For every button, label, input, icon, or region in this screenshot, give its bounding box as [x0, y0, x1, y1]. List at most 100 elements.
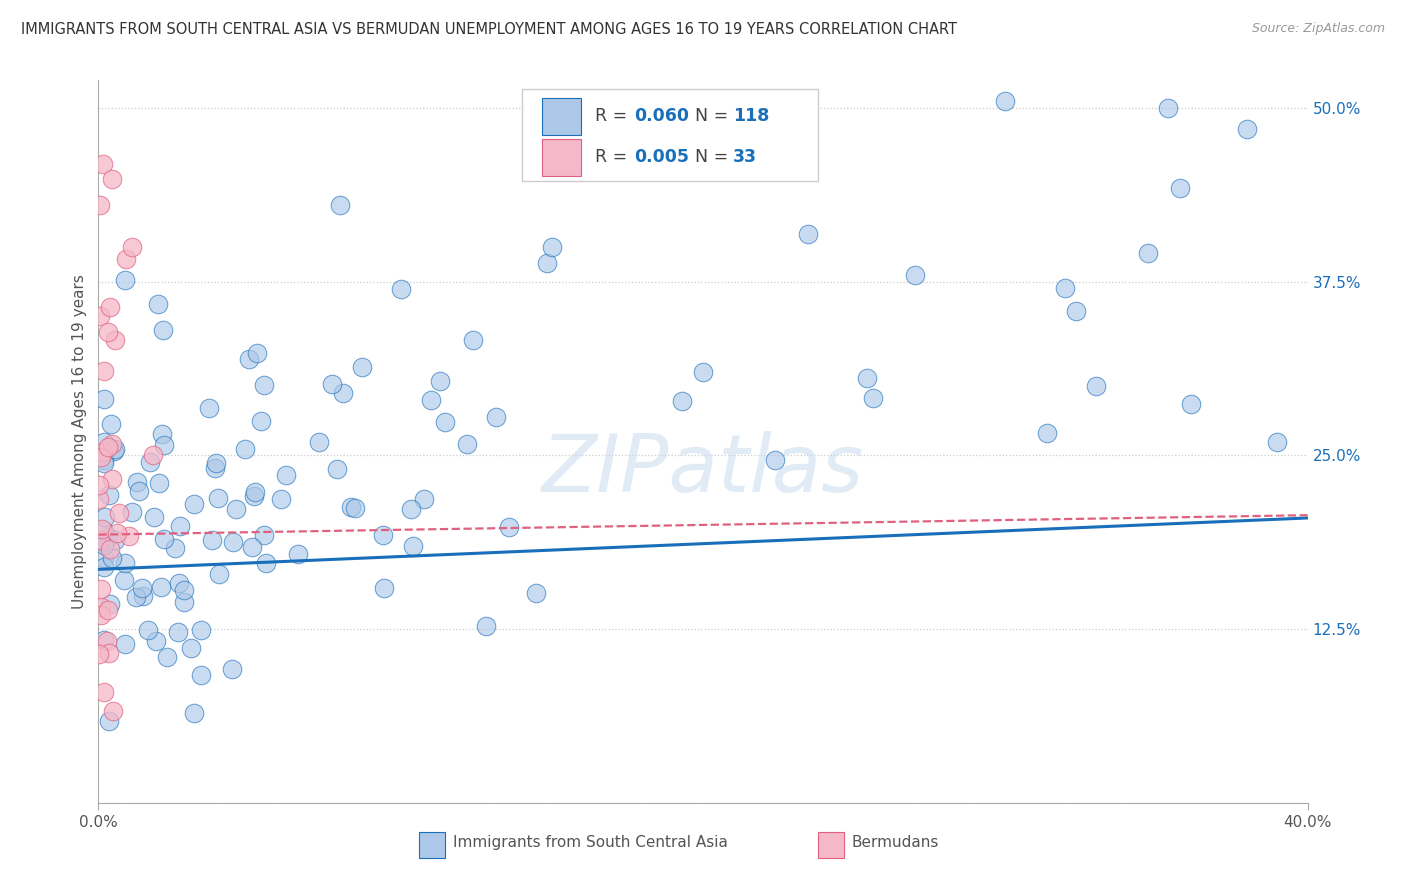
Point	[108, 506, 131, 520]
Point	[253, 378, 276, 392]
Point	[93, 435, 115, 450]
Point	[256, 556, 278, 570]
Point	[93, 453, 115, 467]
Point	[97, 602, 120, 616]
Text: 118: 118	[734, 107, 769, 126]
Point	[89, 310, 111, 324]
Point	[98, 597, 121, 611]
Point	[89, 478, 111, 492]
Point	[89, 647, 111, 661]
Point	[93, 524, 115, 538]
Point	[115, 252, 138, 266]
Point	[1066, 303, 1088, 318]
Point	[98, 300, 121, 314]
Point	[156, 649, 179, 664]
Point	[142, 448, 165, 462]
Point	[131, 581, 153, 595]
Text: IMMIGRANTS FROM SOUTH CENTRAL ASIA VS BERMUDAN UNEMPLOYMENT AMONG AGES 16 TO 19 : IMMIGRANTS FROM SOUTH CENTRAL ASIA VS BE…	[21, 22, 957, 37]
Text: N =: N =	[695, 107, 734, 126]
Point	[167, 575, 190, 590]
Point	[1267, 434, 1289, 449]
Point	[114, 556, 136, 570]
Point	[101, 172, 124, 186]
Point	[173, 583, 195, 598]
Point	[93, 538, 115, 552]
Point	[1053, 280, 1076, 294]
Point	[207, 491, 229, 505]
Point	[797, 227, 820, 241]
Point	[93, 456, 115, 470]
Point	[94, 534, 117, 549]
Point	[190, 623, 212, 637]
Point	[208, 566, 231, 581]
Point	[1157, 101, 1180, 115]
Point	[221, 662, 243, 676]
Point	[180, 641, 202, 656]
Text: 0.060: 0.060	[634, 107, 689, 126]
Point	[204, 460, 226, 475]
Point	[125, 475, 148, 489]
Text: Source: ZipAtlas.com: Source: ZipAtlas.com	[1251, 22, 1385, 36]
FancyBboxPatch shape	[522, 89, 818, 181]
Point	[145, 634, 167, 648]
Point	[238, 352, 260, 367]
Point	[287, 547, 309, 561]
Point	[222, 535, 245, 549]
Point	[105, 525, 128, 540]
Point	[132, 589, 155, 603]
Point	[100, 472, 122, 486]
Point	[153, 438, 176, 452]
Point	[118, 529, 141, 543]
Point	[89, 198, 111, 212]
Point	[433, 415, 456, 429]
Point	[540, 240, 562, 254]
Point	[90, 607, 112, 622]
Point	[93, 632, 115, 647]
Point	[103, 444, 125, 458]
Point	[94, 509, 117, 524]
FancyBboxPatch shape	[419, 832, 446, 858]
Point	[114, 637, 136, 651]
FancyBboxPatch shape	[818, 832, 845, 858]
Point	[243, 489, 266, 503]
Text: Immigrants from South Central Asia: Immigrants from South Central Asia	[453, 835, 727, 850]
Point	[97, 646, 120, 660]
FancyBboxPatch shape	[543, 138, 581, 176]
Point	[114, 273, 136, 287]
Point	[101, 436, 124, 450]
Point	[862, 391, 884, 405]
Point	[498, 520, 520, 534]
Point	[148, 476, 170, 491]
Point	[128, 483, 150, 498]
Point	[274, 468, 297, 483]
Point	[125, 590, 148, 604]
Point	[169, 519, 191, 533]
Point	[1168, 180, 1191, 194]
Point	[90, 582, 112, 597]
Point	[763, 452, 786, 467]
Point	[463, 334, 485, 348]
Point	[332, 385, 354, 400]
Point	[856, 371, 879, 385]
Point	[93, 392, 115, 406]
Point	[104, 333, 127, 347]
Point	[89, 533, 111, 547]
Point	[235, 442, 257, 456]
Point	[270, 492, 292, 507]
Point	[524, 586, 547, 600]
Point	[98, 714, 121, 728]
Text: N =: N =	[695, 148, 734, 167]
FancyBboxPatch shape	[543, 97, 581, 136]
Point	[153, 532, 176, 546]
Point	[93, 364, 115, 378]
Point	[692, 365, 714, 379]
Point	[97, 325, 120, 339]
Point	[456, 437, 478, 451]
Point	[371, 528, 394, 542]
Point	[339, 500, 361, 514]
Y-axis label: Unemployment Among Ages 16 to 19 years: Unemployment Among Ages 16 to 19 years	[72, 274, 87, 609]
Point	[350, 360, 373, 375]
Point	[96, 634, 118, 648]
Point	[100, 551, 122, 566]
Point	[152, 323, 174, 337]
